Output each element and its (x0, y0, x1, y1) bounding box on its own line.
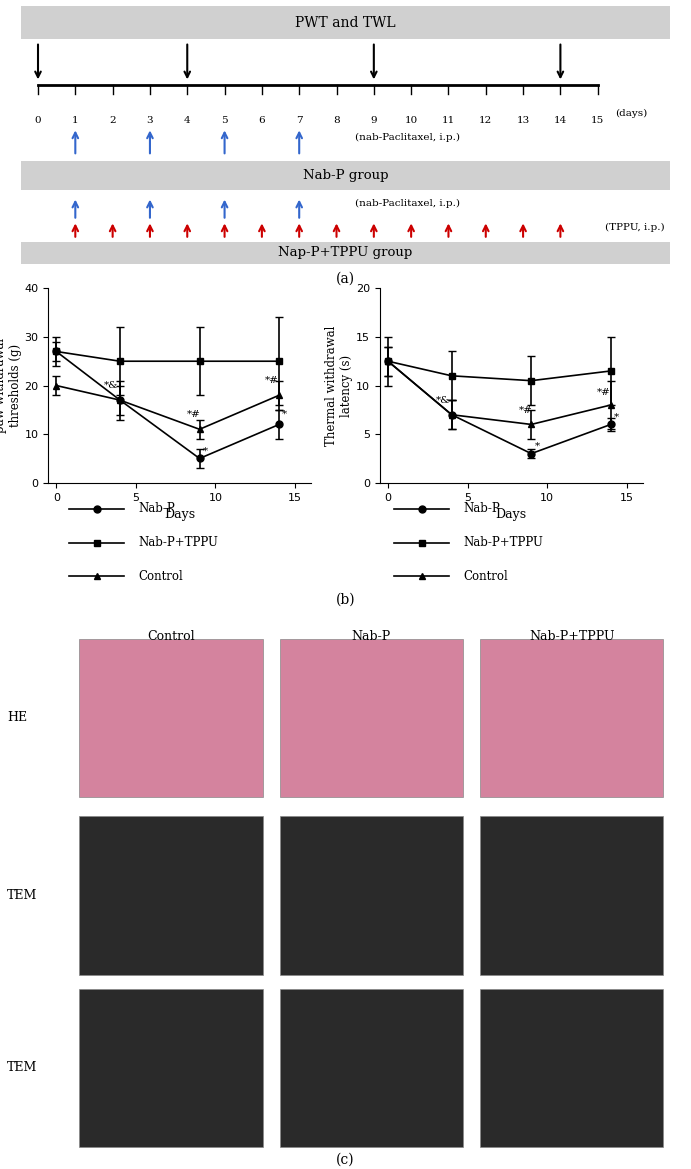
Text: (c): (c) (337, 1153, 354, 1167)
Y-axis label: Thermal withdrawal
latency (s): Thermal withdrawal latency (s) (325, 325, 353, 445)
Text: *&: *& (104, 381, 118, 390)
Text: Nab-P+TPPU: Nab-P+TPPU (529, 630, 614, 643)
Text: 4: 4 (184, 116, 191, 125)
Text: Nab-P: Nab-P (463, 503, 500, 516)
Bar (280, 989, 463, 1147)
Text: (a): (a) (336, 272, 355, 286)
Bar (21, 161, 670, 189)
Text: (b): (b) (336, 593, 355, 607)
Text: 13: 13 (516, 116, 530, 125)
Text: Control: Control (147, 630, 195, 643)
Bar (79, 816, 263, 975)
Bar (79, 638, 263, 797)
Bar (280, 816, 463, 975)
Text: (nab-Paclitaxel, i.p.): (nab-Paclitaxel, i.p.) (355, 132, 460, 141)
X-axis label: Days: Days (164, 509, 196, 521)
Text: TEM: TEM (7, 890, 37, 902)
Text: (nab-Paclitaxel, i.p.): (nab-Paclitaxel, i.p.) (355, 199, 460, 208)
Text: Nab-P: Nab-P (138, 503, 175, 516)
Bar (21, 6, 670, 40)
Y-axis label: paw withdrawal
thresholds (g): paw withdrawal thresholds (g) (0, 338, 21, 433)
Text: *: * (614, 413, 619, 422)
Text: (days): (days) (615, 109, 647, 118)
Text: 8: 8 (333, 116, 340, 125)
Text: *: * (283, 410, 287, 420)
Text: 15: 15 (591, 116, 605, 125)
Text: *#: *# (596, 388, 610, 397)
Bar (480, 638, 663, 797)
Text: 0: 0 (35, 116, 41, 125)
Bar (480, 816, 663, 975)
Text: 14: 14 (553, 116, 567, 125)
Text: *#: *# (518, 406, 532, 415)
Text: 3: 3 (146, 116, 153, 125)
Text: 2: 2 (109, 116, 116, 125)
Text: 11: 11 (442, 116, 455, 125)
Text: *: * (534, 442, 540, 451)
Text: 10: 10 (404, 116, 418, 125)
Text: Nab-P+TPPU: Nab-P+TPPU (463, 537, 543, 549)
Text: TEM: TEM (7, 1061, 37, 1074)
Text: 5: 5 (221, 116, 228, 125)
Text: HE: HE (7, 712, 27, 725)
Text: *#: *# (187, 410, 200, 420)
Bar (79, 989, 263, 1147)
Bar (21, 242, 670, 264)
Text: (TPPU, i.p.): (TPPU, i.p.) (605, 223, 664, 233)
Text: *&: *& (436, 396, 450, 404)
Text: PWT and TWL: PWT and TWL (295, 15, 396, 29)
Bar (280, 638, 463, 797)
Text: Control: Control (138, 569, 183, 583)
Bar (480, 989, 663, 1147)
Text: Nab-P group: Nab-P group (303, 168, 388, 181)
Text: *: * (202, 447, 208, 456)
Text: 6: 6 (258, 116, 265, 125)
Text: Nab-P: Nab-P (352, 630, 391, 643)
Text: 9: 9 (370, 116, 377, 125)
Text: Nap-P+TPPU group: Nap-P+TPPU group (278, 247, 413, 260)
Text: *#: *# (265, 376, 278, 385)
Text: 7: 7 (296, 116, 303, 125)
Text: 1: 1 (72, 116, 79, 125)
X-axis label: Days: Days (495, 509, 527, 521)
Text: Nab-P+TPPU: Nab-P+TPPU (138, 537, 218, 549)
Text: 12: 12 (479, 116, 493, 125)
Text: Control: Control (463, 569, 508, 583)
